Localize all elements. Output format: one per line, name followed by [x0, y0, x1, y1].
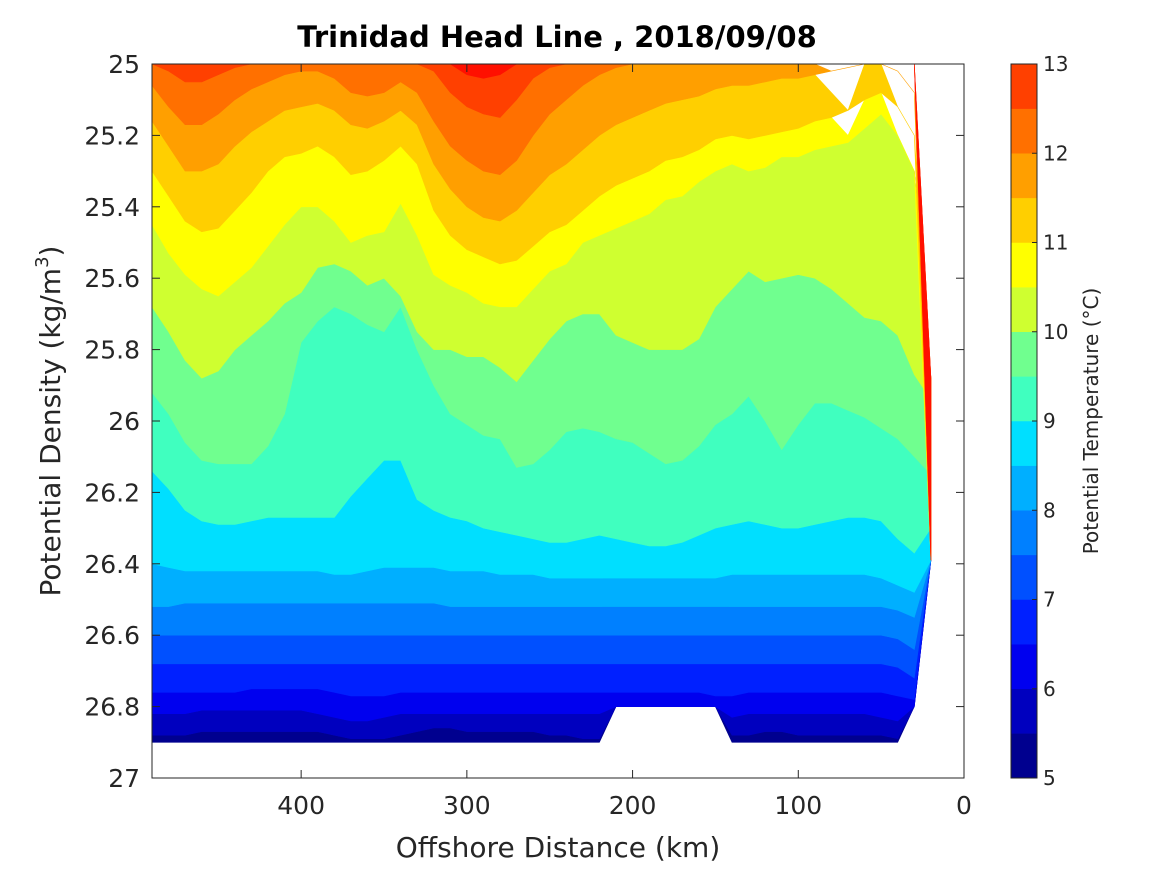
colorbar-tick-label: 8	[1043, 498, 1056, 522]
colorbar-title: Potential Temperature (°C)	[1079, 288, 1103, 555]
x-tick-label: 200	[609, 791, 657, 820]
y-tick-label: 27	[108, 764, 140, 793]
y-tick-label: 26	[108, 407, 140, 436]
y-tick-label: 25.4	[84, 193, 140, 222]
y-axis-title-end: )	[34, 246, 67, 257]
colorbar-band	[1010, 599, 1038, 645]
x-tick-label: 300	[443, 791, 491, 820]
plot-area	[151, 63, 932, 743]
colorbar-tick-label: 11	[1043, 231, 1068, 255]
colorbar-band	[1010, 376, 1038, 422]
colorbar-band	[1010, 688, 1038, 734]
x-axis: 400 300 200 100 0	[277, 64, 972, 820]
colorbar-band	[1010, 554, 1038, 600]
x-tick-label: 0	[956, 791, 972, 820]
y-tick-label: 26.8	[84, 693, 140, 722]
colorbar-tick-label: 5	[1043, 766, 1056, 790]
colorbar-band	[1010, 197, 1038, 243]
x-tick-label: 400	[277, 791, 325, 820]
chart-title: Trinidad Head Line , 2018/09/08	[297, 20, 817, 54]
colorbar-tick-label: 7	[1043, 588, 1056, 612]
y-tick-label: 25.8	[84, 336, 140, 365]
x-tick-label: 100	[774, 791, 822, 820]
colorbar-band	[1010, 733, 1038, 779]
x-axis-title: Offshore Distance (km)	[396, 831, 721, 864]
y-tick-label: 26.6	[84, 621, 140, 650]
colorbar-band	[1010, 286, 1038, 332]
colorbar-ticks: 5 6 7 8 9 10 11 12 13	[1032, 52, 1068, 790]
colorbar-tick-label: 6	[1043, 677, 1056, 701]
y-tick-label: 26.4	[84, 550, 140, 579]
colorbar-band	[1010, 510, 1038, 556]
colorbar-band	[1010, 420, 1038, 466]
colorbar-tick-label: 13	[1043, 52, 1068, 76]
colorbar-band	[1010, 63, 1038, 109]
colorbar-band	[1010, 153, 1038, 199]
y-tick-label: 25.6	[84, 264, 140, 293]
colorbar-band	[1010, 465, 1038, 511]
y-axis-title-main: Potential Density (kg/m	[34, 268, 67, 597]
colorbar-band	[1010, 331, 1038, 377]
y-axis-title-sup: 3	[32, 256, 53, 267]
y-tick-label: 25	[108, 50, 140, 79]
colorbar-band	[1010, 108, 1038, 154]
y-axis: 25 25.2 25.4 25.6 25.8 26 26.2 26.4 26.6 26.8 27	[84, 50, 964, 793]
colorbar-tick-label: 10	[1043, 320, 1068, 344]
y-tick-label: 26.2	[84, 478, 140, 507]
colorbar-tick-label: 12	[1043, 141, 1068, 165]
colorbar-tick-label: 9	[1043, 409, 1056, 433]
y-tick-label: 25.2	[84, 121, 140, 150]
colorbar-band	[1010, 643, 1038, 689]
colorbar-band	[1010, 242, 1038, 288]
y-axis-title: Potential Density (kg/m3)	[32, 246, 67, 597]
